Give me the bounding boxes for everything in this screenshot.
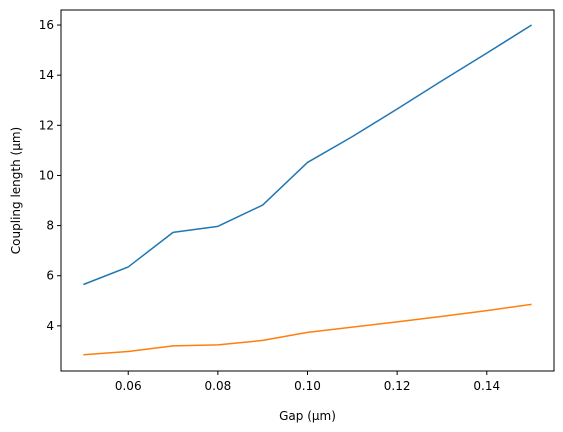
x-tick-label: 0.12: [384, 379, 411, 393]
x-axis-ticks: 0.06 0.08 0.10 0.12 0.14: [115, 371, 500, 393]
y-tick-label: 12: [39, 118, 54, 132]
y-tick-label: 8: [46, 219, 54, 233]
y-tick-label: 16: [39, 18, 54, 32]
y-tick-label: 4: [46, 319, 54, 333]
series-line-2: [83, 303, 532, 356]
x-tick-label: 0.10: [294, 379, 321, 393]
x-tick-label: 0.06: [115, 379, 142, 393]
x-tick-label: 0.14: [473, 379, 500, 393]
y-axis-ticks: 4 6 8 10 12 14 16: [39, 18, 61, 333]
series-layer: [83, 24, 532, 356]
x-axis-label: Gap (μm): [279, 409, 336, 423]
x-tick-label: 0.08: [205, 379, 232, 393]
y-tick-label: 6: [46, 269, 54, 283]
y-tick-label: 10: [39, 168, 54, 182]
plot-area: [61, 10, 554, 371]
y-tick-label: 14: [39, 68, 54, 82]
plot-frame: [60, 9, 555, 372]
y-axis-label: Coupling length (μm): [9, 127, 23, 254]
series-line-1: [83, 24, 532, 286]
